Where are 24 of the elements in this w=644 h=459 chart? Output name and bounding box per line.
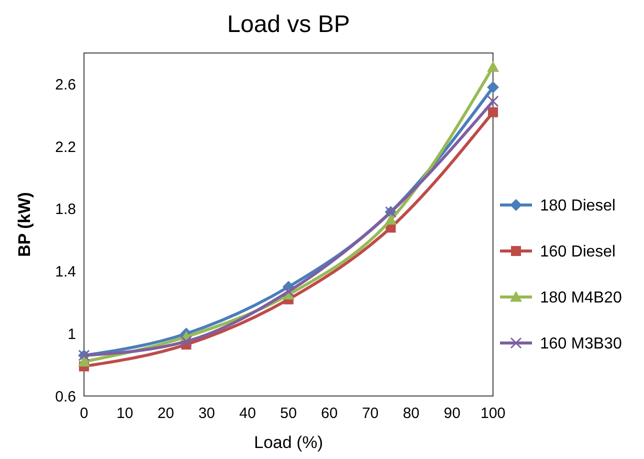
y-tick-label: 0.6	[55, 388, 76, 406]
legend-label: 180 Diesel	[540, 198, 616, 215]
legend-label: 180 M4B20	[540, 290, 622, 307]
x-tick-label: 40	[239, 405, 256, 422]
x-tick-label: 60	[321, 405, 338, 422]
chart-title: Load vs BP	[227, 11, 350, 38]
x-tick-label: 70	[362, 405, 379, 422]
x-tick-label: 50	[280, 405, 297, 422]
legend-label: 160 M3B30	[540, 336, 622, 353]
y-tick-label: 1.4	[55, 264, 76, 281]
y-tick-label: 2.2	[55, 138, 76, 156]
x-tick-label: 10	[116, 405, 134, 422]
x-tick-label: 30	[198, 405, 216, 422]
x-tick-label: 90	[444, 405, 460, 422]
x-tick-label: 0	[80, 405, 88, 422]
y-tick-label: 2.6	[55, 76, 76, 94]
y-axis-title: BP (kW)	[15, 192, 34, 257]
x-tick-label: 100	[480, 405, 506, 422]
legend-label: 160 Diesel	[540, 244, 616, 261]
y-tick-label: 1.8	[55, 201, 76, 218]
x-axis-title: Load (%)	[254, 433, 323, 452]
x-tick-label: 20	[157, 405, 174, 422]
y-tick-label: 1	[68, 326, 76, 343]
x-tick-label: 80	[402, 405, 420, 422]
